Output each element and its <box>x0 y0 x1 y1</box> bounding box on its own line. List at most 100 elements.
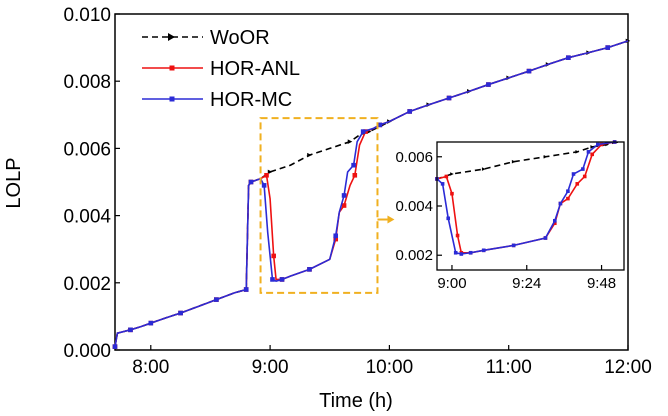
inset-point-hor-mc <box>596 142 600 147</box>
x-axis-title: Time (h) <box>319 390 393 412</box>
inset-plot-marks <box>435 140 623 256</box>
main-point-hor-mc <box>446 95 452 101</box>
main-plot-marks <box>112 38 631 349</box>
main-x-tick-label: 8:00 <box>132 357 169 378</box>
main-x-tick-label: 10:00 <box>366 357 414 378</box>
inset-point-hor-mc <box>581 167 585 171</box>
main-point-hor-mc <box>566 55 571 60</box>
main-point-hor-anl <box>333 236 339 242</box>
main-point-hor-mc <box>360 129 366 134</box>
main-point-hor-mc <box>605 45 611 50</box>
main-x-tick-label: 11:00 <box>486 357 532 378</box>
inset-point-woor <box>511 159 516 164</box>
zoom-connector-arrow <box>387 215 395 224</box>
main-point-hor-mc <box>333 233 339 239</box>
inset-point-woor <box>450 172 454 176</box>
main-point-hor-mc <box>407 109 412 114</box>
inset-point-woor <box>543 154 548 159</box>
main-point-hor-mc <box>351 162 356 168</box>
inset-point-hor-mc <box>440 182 445 186</box>
main-point-hor-mc <box>261 183 267 188</box>
legend-label-woor: WoOR <box>210 27 270 49</box>
inset-point-hor-anl <box>444 174 449 179</box>
inset-point-hor-mc <box>453 250 458 255</box>
main-y-tick-label: 0.006 <box>63 139 111 160</box>
inset-background <box>437 142 624 270</box>
main-point-hor-anl <box>271 253 276 259</box>
legend-label-hor-anl: HOR-ANL <box>210 58 300 80</box>
legend-entry-woor: WoOR <box>142 27 270 49</box>
main-series-line-hor-mc <box>114 40 629 347</box>
inset-point-hor-mc <box>511 243 516 248</box>
main-point-hor-mc <box>270 277 275 282</box>
inset-point-hor-mc <box>571 172 576 176</box>
main-point-hor-anl <box>341 203 347 208</box>
legend-marker-hor-anl <box>169 65 175 71</box>
main-y-tick-label: 0.004 <box>63 207 111 228</box>
main-point-hor-mc <box>112 344 118 349</box>
legend-entry-hor-anl: HOR-ANL <box>142 58 300 80</box>
inset-point-hor-mc <box>481 248 486 253</box>
main-point-woor <box>307 152 312 158</box>
inset-point-hor-mc <box>553 218 557 223</box>
main-point-hor-mc <box>341 193 347 198</box>
inset-point-hor-anl <box>582 174 587 179</box>
inset-x-tick-label: 9:24 <box>512 275 541 292</box>
inset-y-tick-label: 0.002 <box>395 247 433 264</box>
zoom-indicator <box>259 117 395 294</box>
inset-y-tick-label: 0.004 <box>395 198 433 215</box>
inset-point-hor-mc <box>459 252 464 256</box>
main-axis-ticks: 0.000 0.002 0.004 0.006 0.008 0.010 8:00 9:00 10… <box>63 5 651 378</box>
inset-point-hor-anl <box>553 221 557 226</box>
inset-axis-ticks: 0.002 0.004 0.006 9:00 9:24 9:48 <box>395 149 616 292</box>
inset-x-tick-label: 9:48 <box>587 275 616 292</box>
main-point-hor-mc <box>214 297 219 302</box>
main-plot-frame <box>114 13 629 351</box>
inset-point-hor-mc <box>566 189 570 194</box>
inset-point-hor-mc <box>446 216 451 221</box>
inset-point-hor-mc <box>586 150 591 154</box>
inset-point-woor <box>590 145 595 149</box>
y-axis-title: LOLP <box>3 157 25 208</box>
zoom-box <box>259 117 379 294</box>
main-y-tick-label: 0.002 <box>63 274 111 295</box>
legend-label-hor-mc: HOR-MC <box>210 89 292 111</box>
inset-point-hor-anl <box>566 196 570 201</box>
main-point-hor-mc <box>486 82 491 87</box>
main-point-woor <box>347 139 353 144</box>
main-point-hor-mc <box>526 68 532 74</box>
legend-marker-hor-mc <box>169 96 175 102</box>
main-y-tick-label: 0.008 <box>63 72 111 93</box>
inset-point-hor-anl <box>455 233 460 238</box>
main-x-tick-label: 9:00 <box>252 357 289 378</box>
main-point-hor-mc <box>128 327 133 333</box>
inset-point-hor-anl <box>450 191 454 196</box>
main-point-hor-anl <box>264 172 269 178</box>
main-y-tick-label: 0.000 <box>63 341 111 362</box>
main-point-hor-mc <box>148 320 154 326</box>
main-y-tick-label: 0.010 <box>63 5 111 26</box>
inset-point-hor-anl <box>590 152 595 157</box>
main-point-hor-mc <box>248 179 254 185</box>
inset-series-line-hor-mc <box>437 142 618 255</box>
main-point-hor-mc <box>279 277 285 282</box>
legend: WoOR HOR-ANL HOR-MC <box>142 27 300 111</box>
main-x-tick-label: 12:00 <box>604 357 652 378</box>
main-point-hor-mc <box>307 267 312 272</box>
inset-point-woor <box>481 167 486 171</box>
main-point-hor-mc <box>243 287 249 292</box>
inset-point-hor-mc <box>468 250 473 255</box>
main-point-hor-anl <box>352 172 358 178</box>
inset-point-hor-mc <box>543 236 548 240</box>
main-point-hor-mc <box>377 122 383 128</box>
inset-point-woor <box>575 150 580 154</box>
main-point-woor <box>267 169 273 175</box>
legend-entry-hor-mc: HOR-MC <box>142 89 292 111</box>
inset-y-tick-label: 0.006 <box>395 149 433 166</box>
inset-point-hor-anl <box>575 182 580 186</box>
inset-point-hor-mc <box>558 201 563 206</box>
legend-marker-woor <box>168 33 175 41</box>
inset-x-tick-label: 9:00 <box>437 275 466 292</box>
main-point-hor-mc <box>178 310 183 316</box>
